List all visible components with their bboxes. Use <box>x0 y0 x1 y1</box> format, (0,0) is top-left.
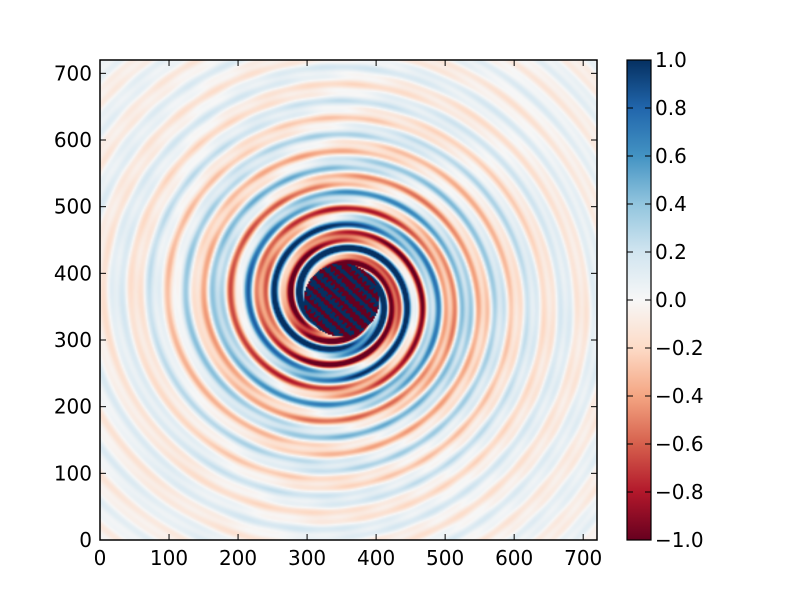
colorbar-tick-label: 0.4 <box>655 192 687 216</box>
x-tick-label: 0 <box>94 546 107 570</box>
x-tick-label: 300 <box>288 546 326 570</box>
y-tick-label: 500 <box>54 195 92 219</box>
colorbar-tick-label: −0.2 <box>655 336 704 360</box>
x-tick-label: 200 <box>219 546 257 570</box>
y-axis: 0 100 200 300 400 500 600 700 <box>54 61 597 552</box>
colorbar: 1.0 0.8 0.6 0.4 0.2 0.0 −0.2 −0.4 −0.6 −0.8 −1.0 <box>626 48 704 552</box>
colorbar-tick-label: 1.0 <box>655 48 687 72</box>
x-tick-label: 500 <box>426 546 464 570</box>
x-axis: 0 100 200 300 400 500 600 700 <box>94 60 602 570</box>
heatmap-plot-area <box>99 59 598 541</box>
colorbar-tick-label: 0.0 <box>655 288 687 312</box>
y-tick-label: 600 <box>54 128 92 152</box>
y-tick-label: 200 <box>54 395 92 419</box>
y-tick-label: 0 <box>79 528 92 552</box>
x-tick-label: 100 <box>150 546 188 570</box>
colorbar-tick-label: −0.6 <box>655 432 704 456</box>
y-tick-label: 700 <box>54 61 92 85</box>
colorbar-tick-label: 0.8 <box>655 96 687 120</box>
plot-frame <box>99 59 598 541</box>
colorbar-ticks: 1.0 0.8 0.6 0.4 0.2 0.0 −0.2 −0.4 −0.6 −0.8 −1.0 <box>627 48 704 552</box>
heatmap-image <box>100 60 597 540</box>
colorbar-tick-label: −0.4 <box>655 384 704 408</box>
x-tick-label: 600 <box>495 546 533 570</box>
colorbar-tick-label: 0.2 <box>655 240 687 264</box>
colorbar-tick-label: 0.6 <box>655 144 687 168</box>
y-tick-label: 400 <box>54 261 92 285</box>
x-tick-label: 400 <box>357 546 395 570</box>
y-tick-label: 300 <box>54 328 92 352</box>
y-tick-label: 100 <box>54 461 92 485</box>
x-tick-label: 700 <box>564 546 602 570</box>
colorbar-tick-label: −0.8 <box>655 480 704 504</box>
colorbar-tick-label: −1.0 <box>655 528 704 552</box>
